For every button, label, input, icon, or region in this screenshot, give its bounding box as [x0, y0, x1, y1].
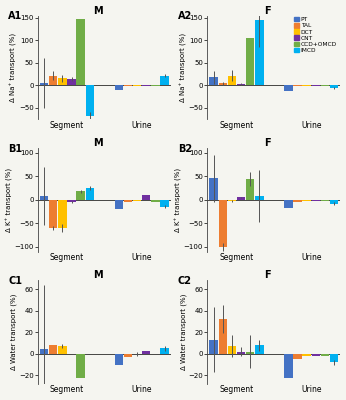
Title: M: M [93, 270, 102, 280]
Bar [151, 200, 160, 202]
Bar [76, 354, 85, 378]
Y-axis label: Δ K⁺ transport (%): Δ K⁺ transport (%) [6, 168, 13, 232]
Bar [219, 200, 227, 247]
Bar [209, 77, 218, 86]
Bar [58, 200, 66, 228]
Bar [142, 350, 151, 354]
Y-axis label: Δ Water transport (%): Δ Water transport (%) [11, 294, 17, 370]
Bar [330, 86, 338, 88]
Bar [160, 200, 169, 207]
Bar [330, 354, 338, 362]
Bar [124, 354, 132, 357]
Text: B2: B2 [178, 144, 192, 154]
Bar [255, 20, 264, 86]
Bar [321, 200, 329, 201]
Bar [312, 354, 320, 356]
Bar [85, 188, 94, 200]
Bar [237, 198, 245, 200]
Bar [160, 76, 169, 86]
Bar [49, 345, 57, 354]
Bar [67, 79, 76, 86]
Title: F: F [264, 6, 271, 16]
Bar [330, 200, 338, 204]
Bar [58, 78, 66, 86]
Bar [228, 76, 236, 86]
Legend: PT, TAL, DCT, CNT, CCD+OMCD, IMCD: PT, TAL, DCT, CNT, CCD+OMCD, IMCD [293, 16, 338, 54]
Y-axis label: Δ K⁺ transport (%): Δ K⁺ transport (%) [175, 168, 182, 232]
Bar [49, 76, 57, 86]
Bar [284, 354, 293, 378]
Bar [58, 346, 66, 354]
Title: F: F [264, 138, 271, 148]
Bar [302, 354, 311, 356]
Bar [76, 191, 85, 200]
Bar [67, 200, 76, 202]
Bar [302, 200, 311, 201]
Text: B1: B1 [8, 144, 22, 154]
Y-axis label: Δ Na⁺ transport (%): Δ Na⁺ transport (%) [10, 33, 17, 102]
Bar [133, 200, 141, 201]
Bar [160, 348, 169, 354]
Y-axis label: Δ Na⁺ transport (%): Δ Na⁺ transport (%) [180, 33, 187, 102]
Bar [219, 83, 227, 86]
Bar [246, 38, 254, 86]
Bar [49, 200, 57, 228]
Bar [293, 354, 302, 359]
Title: M: M [93, 138, 102, 148]
Bar [284, 86, 293, 91]
Bar [312, 200, 320, 201]
Bar [142, 195, 151, 200]
Bar [40, 350, 48, 354]
Text: A2: A2 [178, 12, 192, 22]
Bar [255, 345, 264, 354]
Text: C2: C2 [178, 276, 192, 286]
Bar [219, 319, 227, 354]
Bar [115, 354, 123, 365]
Text: C1: C1 [8, 276, 22, 286]
Bar [321, 354, 329, 356]
Text: A1: A1 [8, 12, 23, 22]
Bar [115, 86, 123, 90]
Bar [228, 346, 236, 354]
Bar [76, 19, 85, 86]
Title: M: M [93, 6, 102, 16]
Bar [228, 200, 236, 201]
Bar [237, 84, 245, 86]
Bar [255, 196, 264, 200]
Y-axis label: Δ Water transport (%): Δ Water transport (%) [181, 294, 187, 370]
Bar [124, 200, 132, 202]
Title: F: F [264, 270, 271, 280]
Bar [246, 178, 254, 200]
Bar [40, 196, 48, 200]
Bar [293, 200, 302, 202]
Bar [246, 352, 254, 354]
Bar [115, 200, 123, 209]
Bar [40, 83, 48, 86]
Bar [209, 340, 218, 354]
Bar [209, 178, 218, 200]
Bar [284, 200, 293, 208]
Bar [237, 352, 245, 354]
Bar [85, 86, 94, 116]
